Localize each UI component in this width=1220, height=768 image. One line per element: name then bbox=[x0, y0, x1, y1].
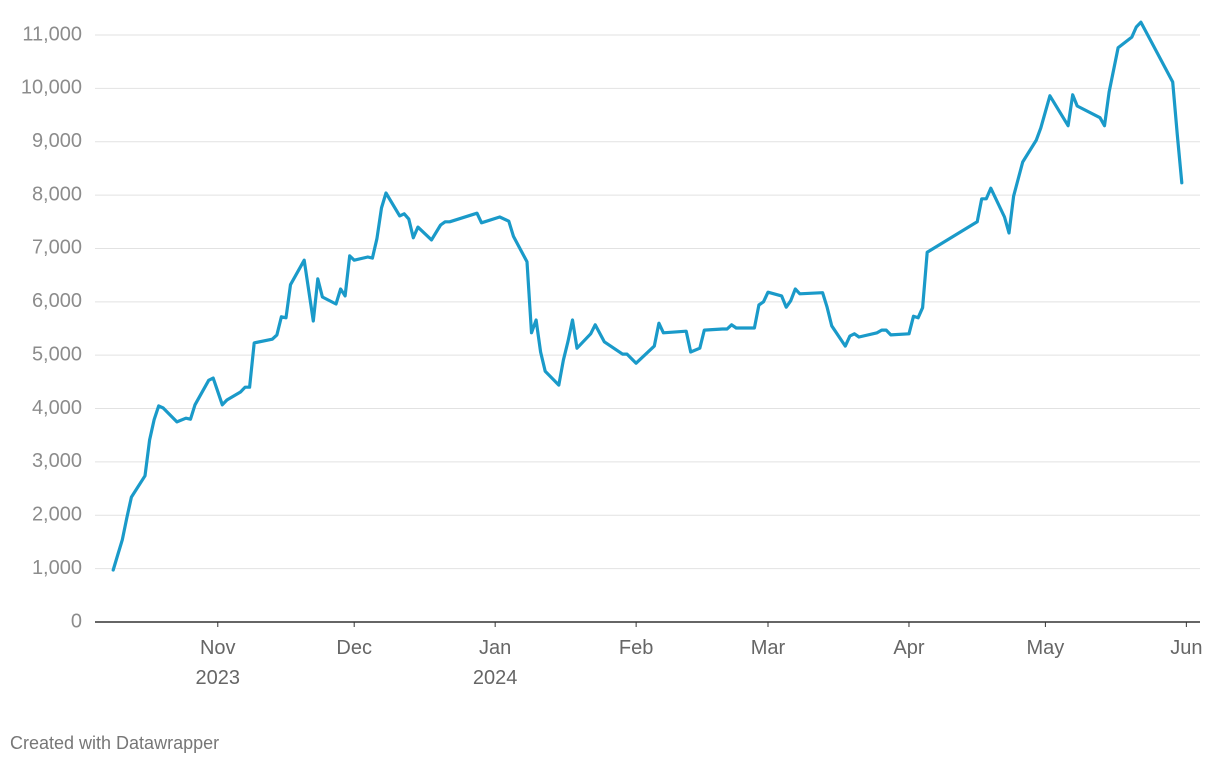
y-tick-label: 4,000 bbox=[32, 397, 82, 419]
x-tick-label: Jun bbox=[1170, 637, 1203, 659]
y-tick-label: 2,000 bbox=[32, 504, 82, 526]
y-tick-label: 8,000 bbox=[32, 183, 82, 205]
x-tick-label: Jan 2024 bbox=[472, 637, 518, 689]
y-tick-label: 6,000 bbox=[32, 290, 82, 312]
footer: Created with Datawrapper bbox=[10, 733, 220, 753]
x-tick-label: Mar bbox=[750, 637, 786, 659]
y-tick-label: 3,000 bbox=[32, 450, 82, 472]
y-tick-label: 5,000 bbox=[32, 343, 82, 365]
data-line bbox=[111, 20, 1184, 572]
x-tick-label: Nov 2023 bbox=[195, 637, 241, 689]
y-tick-label: 10,000 bbox=[21, 77, 82, 99]
y-tick-label: 11,000 bbox=[22, 23, 82, 45]
x-tick-label: Feb bbox=[618, 637, 654, 659]
y-tick-label: 0 bbox=[71, 610, 82, 632]
x-tick-label: Dec bbox=[336, 637, 372, 659]
x-tick-label: May bbox=[1026, 637, 1065, 659]
x-tick-label: Apr bbox=[893, 637, 925, 659]
y-tick-label: 9,000 bbox=[32, 130, 82, 152]
y-tick-label: 7,000 bbox=[32, 237, 82, 259]
y-tick-label: 1,000 bbox=[32, 557, 82, 579]
